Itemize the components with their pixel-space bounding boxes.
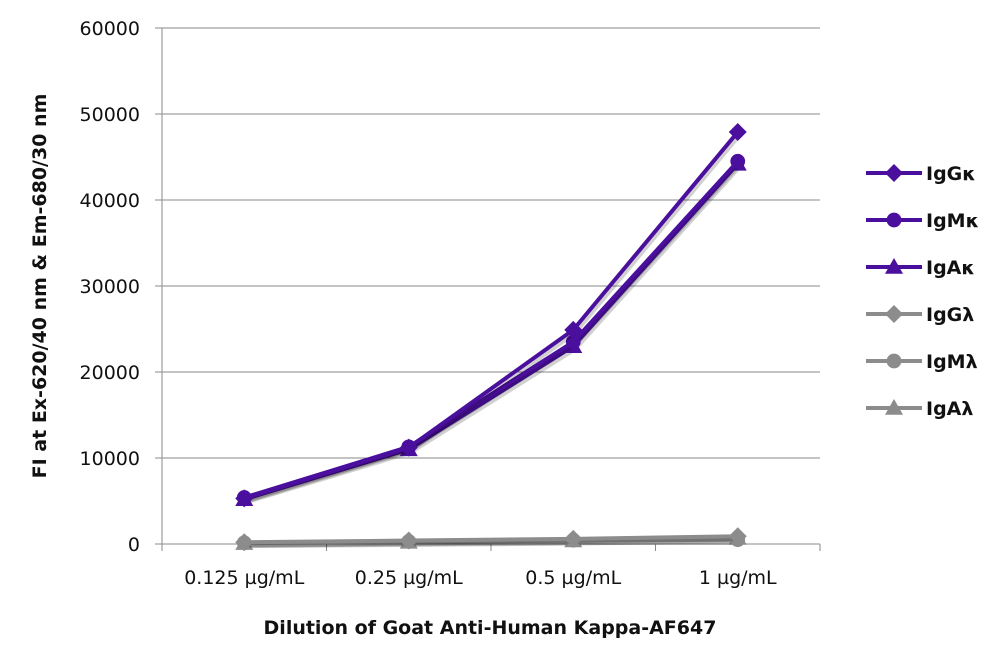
legend-marker [886, 353, 902, 369]
series-1 [235, 123, 747, 508]
y-tick-label: 10000 [80, 448, 140, 470]
y-tick-label: 60000 [80, 18, 140, 40]
legend: IgGκ IgMκ IgAκ IgGλ IgMλ IgAλ [866, 163, 979, 420]
series-3 [235, 154, 747, 507]
data-point [235, 533, 254, 552]
data-point [564, 320, 583, 339]
y-tick-label: 30000 [80, 276, 140, 298]
series-line-shadow [246, 540, 740, 548]
y-tick-label: 20000 [80, 362, 140, 384]
data-point [399, 531, 418, 550]
legend-label: IgMκ [926, 210, 979, 232]
data-point [728, 527, 747, 546]
legend-item: IgMκ [866, 210, 979, 232]
y-axis-title: FI at Ex-620/40 nm & Em-680/30 nm [29, 94, 51, 479]
x-tick-label: 0.25 µg/mL [355, 567, 463, 589]
data-point [235, 489, 254, 508]
data-point [399, 438, 418, 457]
legend-item: IgAλ [866, 398, 973, 420]
series-line-shadow [245, 162, 742, 503]
series-line-shadow [245, 133, 742, 504]
x-tick-label: 0.125 µg/mL [184, 567, 304, 589]
data-point [728, 123, 747, 142]
x-tick-label: 1 µg/mL [699, 567, 777, 589]
data-point [564, 529, 583, 548]
y-tick-label: 0 [128, 534, 140, 556]
series-line-shadow [246, 537, 740, 548]
series-line [243, 159, 740, 500]
legend-label: IgGκ [926, 163, 976, 185]
legend-item: IgAκ [866, 257, 975, 279]
legend-item: IgMλ [866, 351, 978, 373]
series-line [244, 534, 738, 545]
legend-label: IgAλ [926, 398, 973, 420]
data-point [565, 334, 581, 350]
axes: 0 10000 20000 30000 40000 50000 60000 0.125 µg/… [80, 18, 821, 589]
series-group [235, 123, 747, 552]
grid [162, 27, 820, 459]
series-line-shadow [246, 538, 740, 549]
data-point [730, 153, 746, 169]
series-line-shadow [245, 165, 742, 505]
x-tick-label: 0.5 µg/mL [525, 567, 621, 589]
series-4 [235, 527, 747, 552]
legend-marker [885, 305, 903, 323]
legend-marker [885, 399, 903, 415]
series-line [243, 162, 740, 502]
y-tick-label: 40000 [80, 190, 140, 212]
legend-item: IgGλ [866, 304, 974, 326]
legend-label: IgMλ [926, 351, 978, 373]
legend-item: IgGκ [866, 163, 976, 185]
y-tick-label: 50000 [80, 104, 140, 126]
legend-label: IgAκ [926, 257, 975, 279]
series-2 [236, 153, 746, 505]
legend-marker [885, 164, 903, 182]
series-line [243, 130, 740, 501]
legend-label: IgGλ [926, 304, 974, 326]
legend-marker [885, 258, 903, 274]
legend-marker [886, 212, 902, 228]
x-axis-title: Dilution of Goat Anti-Human Kappa-AF647 [264, 617, 717, 639]
